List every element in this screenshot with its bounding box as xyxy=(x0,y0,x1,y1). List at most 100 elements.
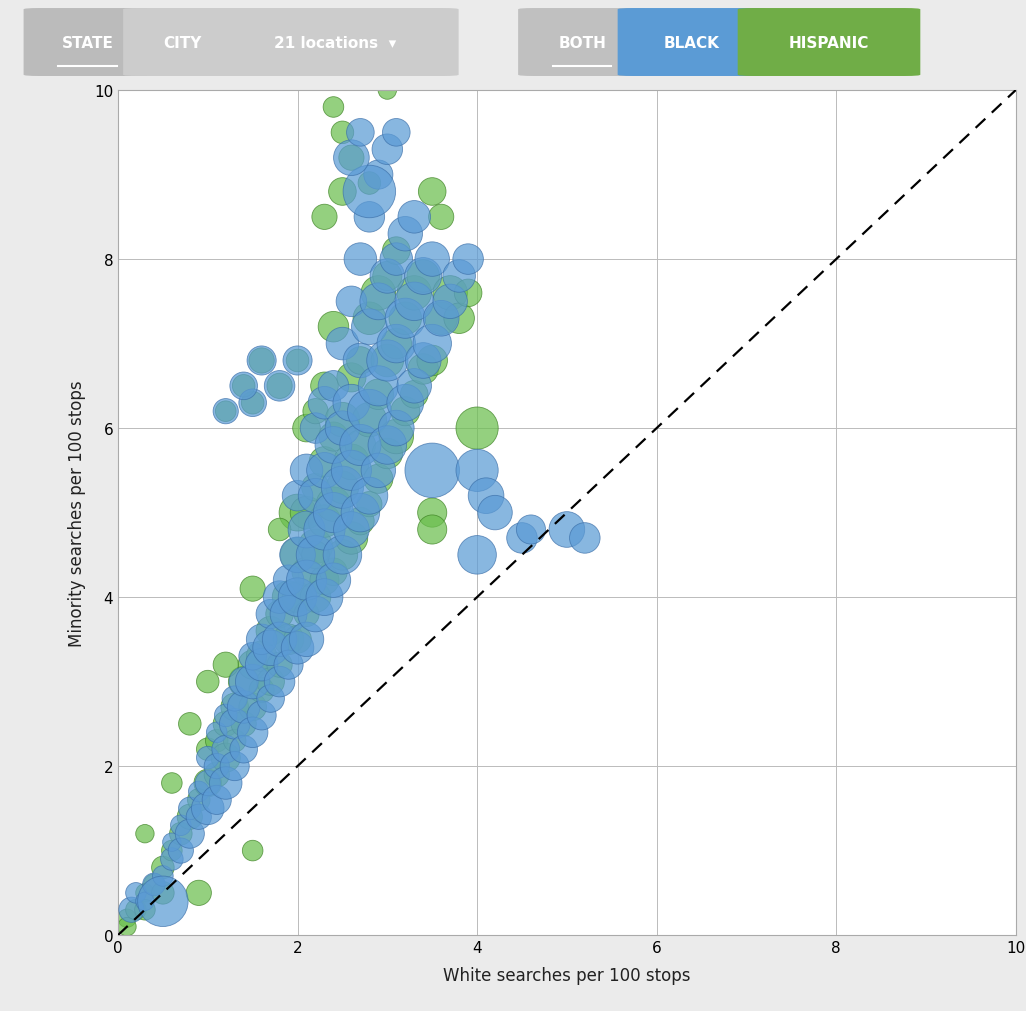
Point xyxy=(164,775,181,792)
Point xyxy=(244,673,261,690)
Point xyxy=(361,209,378,225)
Point xyxy=(244,395,261,411)
Point xyxy=(316,589,332,606)
Point xyxy=(308,589,324,606)
Point xyxy=(289,589,306,606)
Point xyxy=(253,682,270,699)
Text: STATE: STATE xyxy=(62,35,114,51)
Point xyxy=(208,725,225,741)
Point xyxy=(334,184,351,200)
Point xyxy=(352,438,368,454)
Point xyxy=(343,395,360,411)
Point xyxy=(235,741,252,757)
Point xyxy=(334,547,351,563)
Point xyxy=(127,902,144,918)
Point xyxy=(244,843,261,859)
Point xyxy=(182,716,198,732)
Point xyxy=(424,463,440,479)
Point xyxy=(343,151,360,167)
Point xyxy=(469,463,485,479)
Point xyxy=(343,463,360,479)
Point xyxy=(146,877,162,893)
Point xyxy=(119,919,135,935)
Point xyxy=(308,479,324,495)
Point xyxy=(244,725,261,741)
Y-axis label: Minority searches per 100 stops: Minority searches per 100 stops xyxy=(68,380,85,646)
Point xyxy=(308,421,324,437)
Point xyxy=(136,894,153,910)
Point xyxy=(577,531,593,547)
Point xyxy=(235,378,252,394)
Point xyxy=(380,142,396,158)
Point xyxy=(460,285,476,301)
Point xyxy=(388,429,404,445)
Point xyxy=(218,775,234,792)
Point xyxy=(263,691,279,707)
Point xyxy=(308,547,324,563)
Point xyxy=(361,176,378,192)
Point xyxy=(172,843,189,859)
Point xyxy=(433,310,449,327)
Point xyxy=(334,412,351,429)
Point xyxy=(199,673,216,690)
Point xyxy=(218,716,234,732)
Point xyxy=(244,657,261,673)
Point xyxy=(388,125,404,142)
Point xyxy=(146,877,162,893)
Point xyxy=(191,792,207,808)
Point xyxy=(424,184,440,200)
Point xyxy=(343,531,360,547)
Point xyxy=(334,125,351,142)
Point xyxy=(280,572,297,588)
Point xyxy=(218,741,234,757)
Point xyxy=(388,252,404,268)
Point xyxy=(380,269,396,285)
Point xyxy=(370,387,387,403)
Point xyxy=(406,387,423,403)
Point xyxy=(253,648,270,664)
Point xyxy=(280,657,297,673)
Point xyxy=(487,504,504,522)
Point xyxy=(191,784,207,800)
Point xyxy=(227,733,243,749)
Point xyxy=(325,100,342,116)
Point xyxy=(271,673,287,690)
Point xyxy=(343,522,360,538)
Point xyxy=(208,792,225,808)
Point xyxy=(235,378,252,394)
Point xyxy=(289,632,306,648)
Point xyxy=(280,589,297,606)
Point xyxy=(450,310,467,327)
Point xyxy=(370,471,387,487)
Point xyxy=(155,894,171,910)
Point xyxy=(182,826,198,842)
Point xyxy=(316,463,332,479)
Point xyxy=(164,843,181,859)
Point xyxy=(199,775,216,792)
Point xyxy=(289,353,306,369)
Point xyxy=(299,607,315,623)
Point xyxy=(119,910,135,926)
Point xyxy=(208,766,225,783)
Point xyxy=(316,395,332,411)
Point xyxy=(460,252,476,268)
Point xyxy=(271,607,287,623)
Point xyxy=(227,716,243,732)
FancyBboxPatch shape xyxy=(123,9,241,77)
Point xyxy=(370,378,387,394)
Point xyxy=(253,708,270,724)
Point xyxy=(361,310,378,327)
Point xyxy=(182,801,198,817)
Point xyxy=(343,370,360,386)
Point xyxy=(253,353,270,369)
Point xyxy=(370,285,387,301)
Point xyxy=(127,885,144,901)
Point xyxy=(308,539,324,555)
Point xyxy=(289,504,306,522)
Point xyxy=(253,657,270,673)
Point xyxy=(514,531,530,547)
Point xyxy=(155,859,171,876)
Point xyxy=(469,547,485,563)
Point xyxy=(316,522,332,538)
Point xyxy=(325,378,342,394)
